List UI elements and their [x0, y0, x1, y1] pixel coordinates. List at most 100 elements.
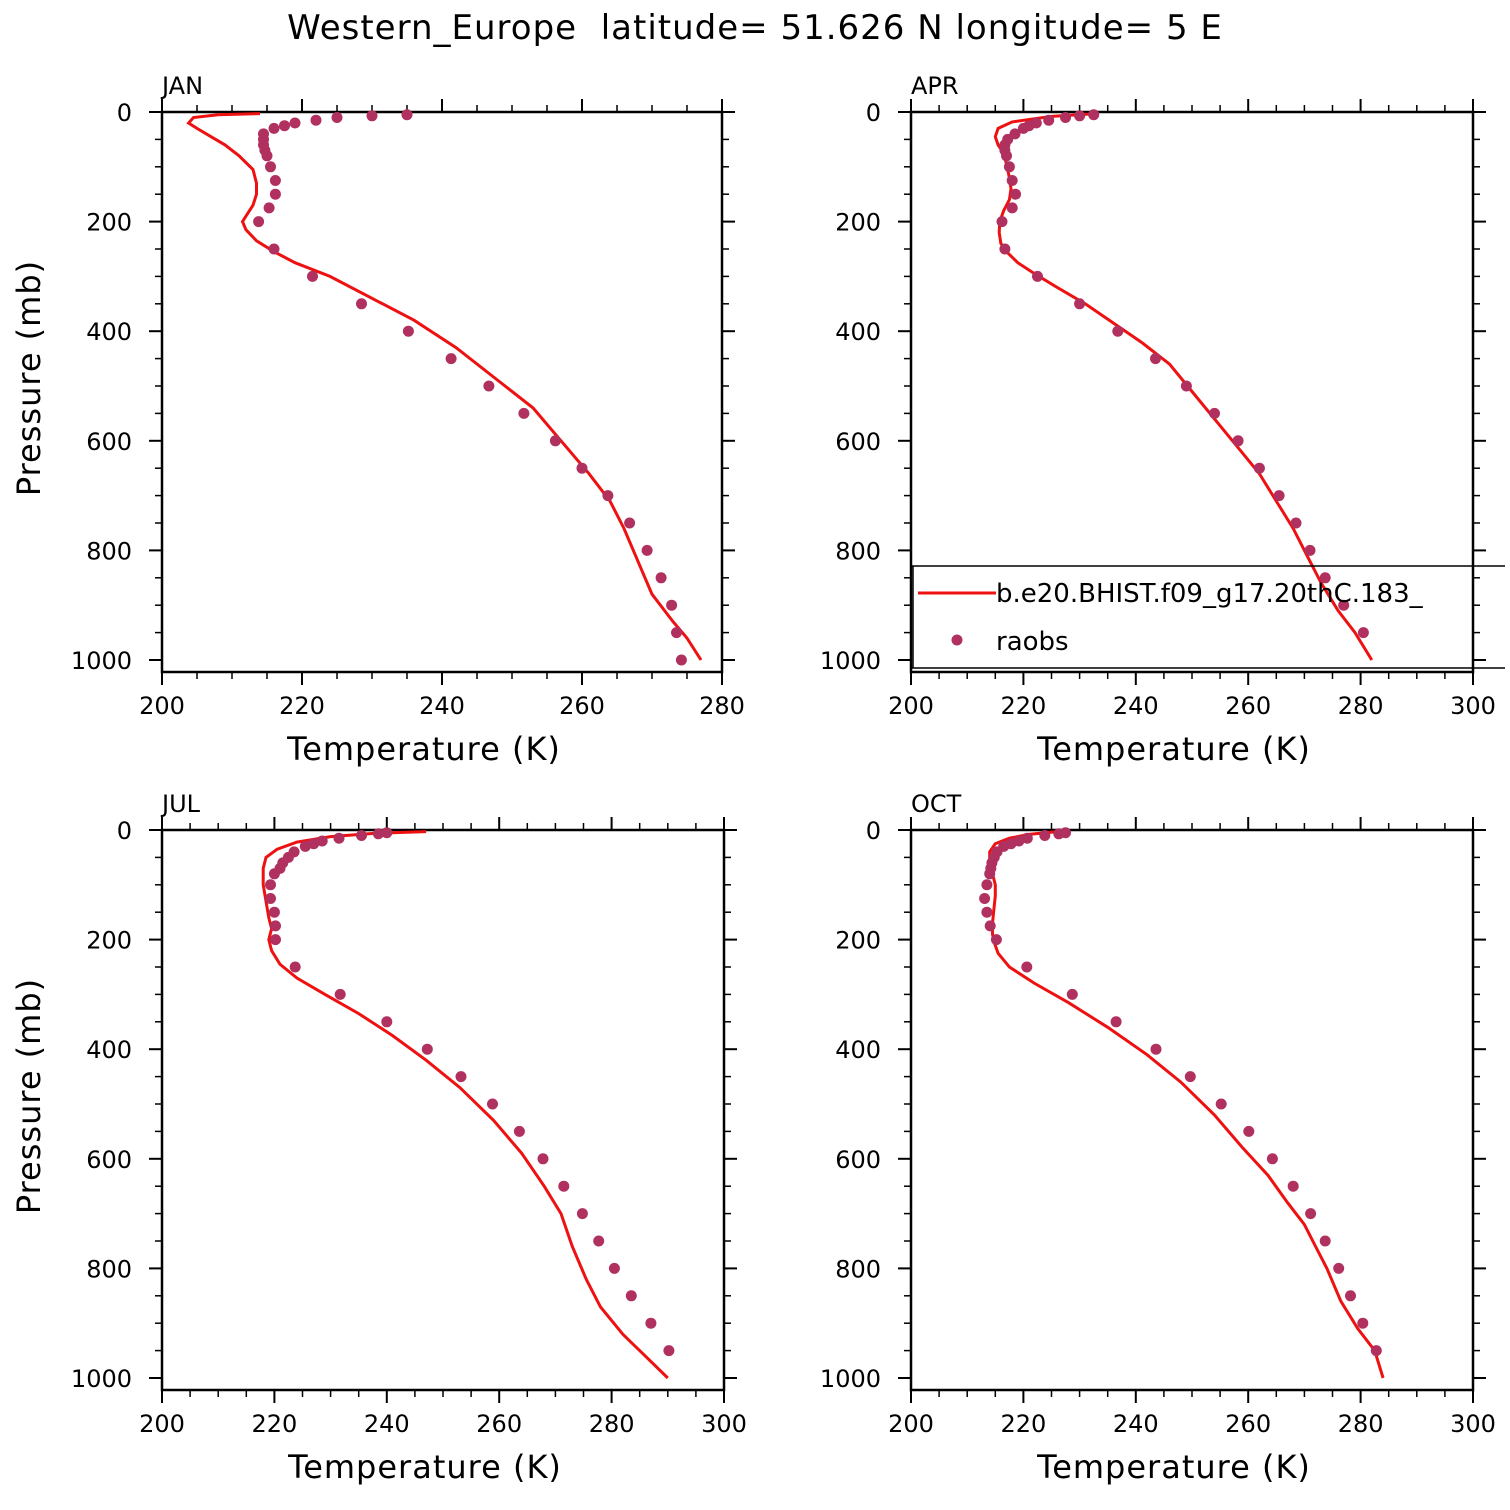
x-tick-label: 200 [888, 1410, 934, 1438]
panel-apr: 200 220 240 260 280 300 0 200 400 600 800 1000 APR Te… [820, 72, 1505, 768]
raobs-point [981, 879, 993, 891]
x-tick-label: 240 [1113, 1410, 1159, 1438]
raobs-point [366, 110, 378, 122]
plot-frame [160, 110, 724, 674]
raobs-point [537, 1153, 549, 1165]
y-tick-label: 200 [835, 927, 881, 955]
x-tick-label: 260 [559, 692, 605, 720]
panel-jul: 200 220 240 260 280 300 0 200 400 600 800 1000 JUL Te… [10, 790, 747, 1486]
legend-label-raobs: raobs [996, 627, 1069, 657]
raobs-point [1110, 1016, 1122, 1028]
y-axis-title: Pressure (mb) [10, 978, 48, 1214]
y-tick-label: 0 [117, 99, 132, 127]
raobs-point [333, 832, 345, 844]
raobs-point [1001, 150, 1012, 162]
y-tick-label: 200 [86, 927, 132, 955]
x-tick-label: 300 [1450, 692, 1496, 720]
raobs-point [268, 122, 280, 134]
x-tick-label: 280 [699, 692, 745, 720]
raobs-point [1017, 122, 1029, 134]
x-axis-title: Temperature (K) [1036, 1448, 1311, 1486]
raobs-point [671, 627, 682, 639]
raobs-point [1060, 112, 1071, 123]
raobs-point [289, 117, 301, 129]
x-tick-label: 260 [1225, 1410, 1271, 1438]
x-tick-label: 200 [139, 692, 185, 720]
raobs-point [602, 490, 614, 502]
raobs-point [1180, 380, 1192, 392]
raobs-point [1304, 544, 1316, 556]
y-tick-label: 1000 [820, 1365, 881, 1393]
y-tick-label: 600 [86, 1146, 132, 1174]
raobs-point [265, 161, 276, 173]
raobs-point [265, 893, 276, 904]
y-tick-label: 400 [835, 1036, 881, 1064]
y-tick-label: 400 [86, 1036, 132, 1064]
raobs-point [518, 407, 530, 419]
raobs-point [1357, 1317, 1369, 1329]
raobs-point [334, 988, 346, 1000]
panel-label: OCT [911, 790, 962, 818]
panel-jan: 200 220 240 260 280 0 200 400 600 800 1000 JAN Tempe… [10, 72, 745, 768]
raobs-point [1074, 298, 1086, 310]
raobs-point [299, 840, 311, 852]
raobs-point [1253, 462, 1265, 474]
raobs-point [253, 216, 265, 228]
chart-title: Western_Europe latitude= 51.626 N longit… [287, 8, 1223, 48]
model-line-series [186, 112, 703, 661]
y-tick-label: 400 [86, 318, 132, 346]
raobs-point [1150, 353, 1161, 365]
y-tick-label: 600 [86, 428, 132, 456]
raobs-point [455, 1071, 467, 1083]
raobs-point [1112, 325, 1124, 337]
raobs-point [289, 961, 301, 973]
raobs-point [1266, 1153, 1278, 1165]
y-tick-label: 800 [835, 537, 881, 565]
raobs-point [645, 1317, 657, 1329]
raobs-point [1290, 517, 1302, 529]
raobs-point [1319, 572, 1331, 584]
raobs-point [381, 1016, 393, 1028]
y-tick-label: 1000 [71, 647, 132, 675]
raobs-point [655, 572, 667, 584]
raobs-point [1209, 407, 1220, 419]
x-tick-label: 280 [589, 1410, 635, 1438]
x-tick-label: 200 [888, 692, 934, 720]
raobs-point [269, 188, 281, 200]
x-tick-label: 240 [364, 1410, 410, 1438]
raobs-point [268, 868, 280, 880]
x-tick-label: 220 [279, 692, 325, 720]
raobs-point [445, 353, 457, 365]
raobs-point [483, 380, 495, 392]
y-tick-label: 0 [117, 817, 132, 845]
y-tick-label: 0 [866, 817, 881, 845]
x-tick-label: 280 [1338, 692, 1384, 720]
raobs-point [663, 1345, 675, 1357]
raobs-point [1006, 175, 1018, 186]
raobs-point [666, 599, 678, 611]
raobs-point [576, 1208, 588, 1220]
raobs-point [593, 1235, 605, 1247]
raobs-point [402, 325, 414, 337]
raobs-point [1287, 1180, 1299, 1192]
x-tick-label: 240 [1113, 692, 1159, 720]
raobs-point [268, 906, 280, 918]
x-axis-title: Temperature (K) [287, 1448, 562, 1486]
raobs-point [1319, 1235, 1331, 1247]
y-tick-label: 1000 [820, 647, 881, 675]
raobs-point [1006, 202, 1018, 214]
raobs-point [990, 934, 1002, 946]
legend-marker-swatch [951, 634, 963, 646]
raobs-point [1021, 961, 1033, 973]
x-tick-label: 260 [476, 1410, 522, 1438]
y-tick-label: 800 [86, 537, 132, 565]
raobs-point [1003, 161, 1015, 173]
raobs-point [625, 1290, 637, 1302]
panel-label: JAN [160, 72, 203, 100]
raobs-point [307, 270, 318, 282]
panel-label: APR [911, 72, 959, 100]
raobs-point [996, 216, 1008, 228]
y-tick-label: 200 [835, 209, 881, 237]
y-axis-title: Pressure (mb) [10, 260, 48, 496]
x-axis-title: Temperature (K) [1036, 730, 1311, 768]
